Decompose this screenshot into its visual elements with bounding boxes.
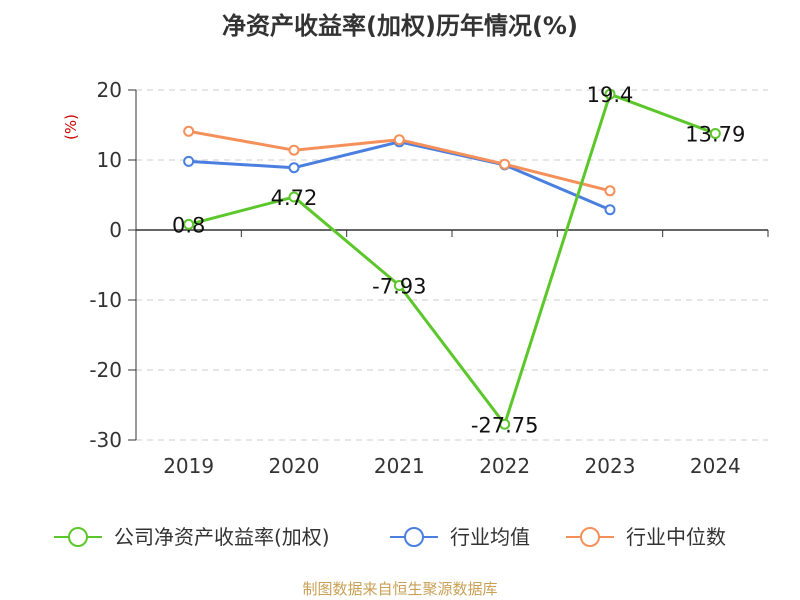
y-tick-label: -20 [89, 358, 122, 382]
data-label: 0.8 [172, 213, 205, 237]
legend-marker [580, 527, 600, 547]
legend-label: 行业中位数 [626, 525, 726, 549]
data-point [499, 418, 511, 430]
data-point [288, 191, 300, 203]
data-point [288, 144, 300, 156]
data-point [499, 158, 511, 170]
x-tick-label: 2022 [479, 454, 530, 478]
data-point [183, 218, 195, 230]
data-label: 19.4 [587, 83, 634, 107]
y-tick-label: -30 [89, 428, 122, 452]
data-point [393, 134, 405, 146]
data-point [183, 155, 195, 167]
legend-marker [404, 527, 424, 547]
x-tick-label: 2020 [269, 454, 320, 478]
data-point [604, 88, 616, 100]
series-2 [183, 125, 616, 197]
legend-item-0[interactable]: 公司净资产收益率(加权) [54, 525, 330, 549]
legend-label: 行业均值 [450, 525, 530, 549]
data-labels: 0.8 4.72 -7.93 -27.75 19.4 13.79 [172, 83, 745, 437]
source-note: 制图数据来自恒生聚源数据库 [302, 580, 497, 598]
y-tick-label: 10 [97, 148, 122, 172]
x-tick-label: 2019 [163, 454, 214, 478]
data-point [604, 185, 616, 197]
data-point [604, 204, 616, 216]
y-axis-unit: (%) [62, 114, 80, 140]
data-label: 4.72 [271, 186, 318, 210]
series-0 [183, 88, 721, 430]
series-lines [183, 88, 721, 430]
data-point [393, 280, 405, 292]
series-line [188, 92, 716, 426]
y-tick-label: -10 [89, 288, 122, 312]
data-label: 13.79 [685, 122, 745, 146]
legend[interactable]: 公司净资产收益率(加权) 行业均值 行业中位数 [54, 525, 726, 549]
axes: 20 10 0 -10 -20 -30 2019 2020 2021 2022 2023 2024 [89, 78, 769, 478]
data-point [183, 125, 195, 137]
data-label: -27.75 [471, 413, 539, 437]
chart-title: 净资产收益率(加权)历年情况(%) [222, 12, 578, 40]
legend-label: 公司净资产收益率(加权) [114, 525, 330, 549]
data-point [288, 162, 300, 174]
data-label: -7.93 [372, 275, 426, 299]
y-tick-label: 0 [109, 218, 122, 242]
y-tick-label: 20 [97, 78, 122, 102]
x-tick-label: 2024 [690, 454, 741, 478]
data-point [709, 127, 721, 139]
legend-marker [68, 527, 88, 547]
grid-lines [136, 89, 768, 441]
legend-item-2[interactable]: 行业中位数 [566, 525, 726, 549]
legend-item-1[interactable]: 行业均值 [390, 525, 530, 549]
x-tick-label: 2023 [585, 454, 636, 478]
x-tick-label: 2021 [374, 454, 425, 478]
